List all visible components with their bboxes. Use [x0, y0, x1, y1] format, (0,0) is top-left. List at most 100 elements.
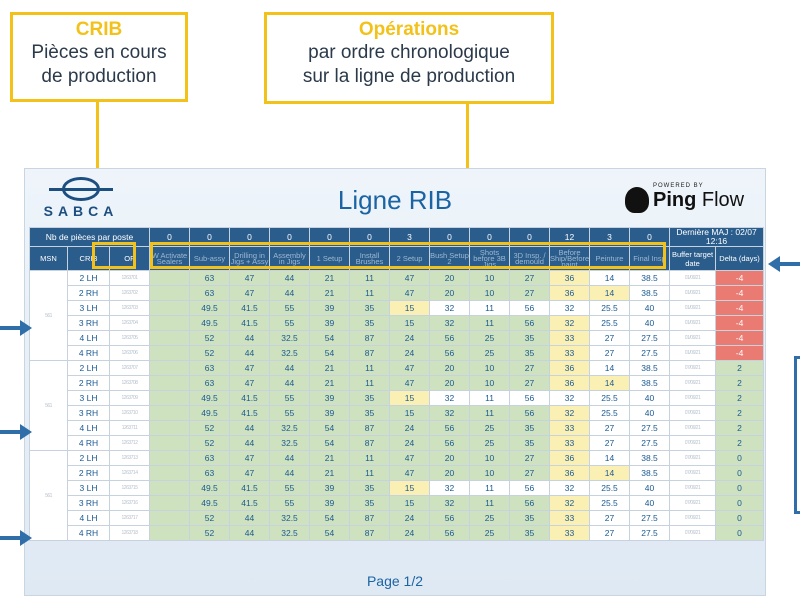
- operation-cell: 10: [469, 360, 511, 376]
- of-cell: 1263704: [108, 315, 151, 331]
- operation-cell: [149, 510, 191, 526]
- operation-cell: [149, 285, 191, 301]
- table-row: 561 2 LH 1263713 63 47 44 21 11 47 20 10 27 36 14 38.5…: [29, 450, 765, 541]
- operation-cell: 32.5: [269, 330, 311, 346]
- crib-cell: 2 RH: [67, 465, 110, 481]
- operation-cell: 41.5: [229, 495, 271, 511]
- operation-cell: 52: [189, 525, 231, 541]
- operation-cell: 32.5: [269, 510, 311, 526]
- of-cell: 1263718: [108, 525, 151, 541]
- operation-cell: [149, 495, 191, 511]
- table-row: 4 LH 1263705 52 44 32.5 54 87 24 56 25 35 33 27 27.5 0…: [30, 330, 765, 346]
- operation-cell: 33: [549, 510, 591, 526]
- operation-cell: 32.5: [269, 435, 311, 451]
- operation-cell: 63: [189, 465, 231, 481]
- operation-cell: 49.5: [189, 405, 231, 421]
- operation-cell: 38.5: [629, 450, 671, 466]
- operations-highlight: [150, 242, 666, 269]
- crib-cell: 2 LH: [67, 360, 110, 376]
- table-row: 2 RH 1263708 63 47 44 21 11 47 20 10 27 36 14 38.5 07/…: [30, 375, 765, 391]
- operation-cell: 15: [389, 315, 431, 331]
- buffer-date-cell: 01/06/21: [669, 270, 717, 286]
- production-table: Nb de pièces par poste 0 0 0 0 0 0 3 0 0…: [28, 227, 765, 541]
- buffer-date-cell: 01/06/21: [669, 315, 717, 331]
- of-cell: 1263701: [108, 270, 151, 286]
- operation-cell: 15: [389, 390, 431, 406]
- delta-cell: -4: [715, 315, 765, 331]
- operation-cell: 24: [389, 525, 431, 541]
- operation-cell: 24: [389, 510, 431, 526]
- operation-cell: 40: [629, 315, 671, 331]
- operation-cell: 32: [429, 480, 471, 496]
- operation-cell: 41.5: [229, 300, 271, 316]
- operation-cell: 14: [589, 360, 631, 376]
- operation-cell: 41.5: [229, 390, 271, 406]
- delta-cell: 0: [715, 450, 765, 466]
- crib-cell: 3 LH: [67, 390, 110, 406]
- delta-cell: 2: [715, 375, 765, 391]
- operation-cell: 63: [189, 360, 231, 376]
- operation-cell: 56: [509, 390, 551, 406]
- operation-cell: 47: [389, 360, 431, 376]
- operation-cell: 40: [629, 390, 671, 406]
- operation-cell: 27: [509, 465, 551, 481]
- last-update: Dernière MAJ : 02/07 12:16: [669, 227, 765, 247]
- buffer-date-cell: 07/06/21: [669, 405, 717, 421]
- operation-cell: 11: [349, 285, 391, 301]
- operation-cell: 47: [229, 375, 271, 391]
- operation-cell: 11: [349, 450, 391, 466]
- of-cell: 1263713: [108, 450, 151, 466]
- operation-cell: 44: [229, 525, 271, 541]
- delta-cell: -4: [715, 345, 765, 361]
- operation-cell: 63: [189, 285, 231, 301]
- operation-cell: 20: [429, 465, 471, 481]
- operation-cell: 21: [309, 285, 351, 301]
- operation-cell: [149, 360, 191, 376]
- operation-cell: 47: [229, 285, 271, 301]
- operation-cell: 56: [509, 405, 551, 421]
- operation-cell: 38.5: [629, 360, 671, 376]
- operation-cell: 49.5: [189, 300, 231, 316]
- operation-cell: 87: [349, 510, 391, 526]
- operation-cell: 15: [389, 405, 431, 421]
- delta-cell: 2: [715, 390, 765, 406]
- table-row: 3 RH 1263704 49.5 41.5 55 39 35 15 32 11 56 32 25.5 4…: [30, 315, 765, 331]
- operation-cell: 87: [349, 435, 391, 451]
- operation-cell: [149, 450, 191, 466]
- crib-cell: 3 LH: [67, 300, 110, 316]
- operation-cell: 14: [589, 270, 631, 286]
- operation-cell: 14: [589, 375, 631, 391]
- operation-cell: 36: [549, 285, 591, 301]
- operation-cell: 55: [269, 480, 311, 496]
- operation-cell: 27: [509, 375, 551, 391]
- operation-cell: [149, 390, 191, 406]
- delta-cell: 0: [715, 495, 765, 511]
- operation-cell: 35: [349, 390, 391, 406]
- sabca-emblem-icon: [49, 177, 113, 201]
- operation-cell: 35: [509, 525, 551, 541]
- of-cell: 1263703: [108, 300, 151, 316]
- operation-cell: 54: [309, 420, 351, 436]
- operation-cell: 32: [549, 495, 591, 511]
- operation-cell: 44: [229, 420, 271, 436]
- buffer-date-cell: 07/06/21: [669, 375, 717, 391]
- of-cell: 1263711: [108, 420, 151, 436]
- operation-cell: 39: [309, 480, 351, 496]
- table-row: 3 RH 1263716 49.5 41.5 55 39 35 15 32 11 56 32 25.5 4…: [30, 495, 765, 511]
- operation-cell: 35: [349, 315, 391, 331]
- operation-cell: 33: [549, 420, 591, 436]
- operation-cell: 32: [429, 300, 471, 316]
- crib-column-highlight: [92, 242, 136, 269]
- col-crib: CRIB: [67, 246, 110, 271]
- crib-cell: 3 RH: [67, 405, 110, 421]
- operation-cell: 35: [509, 420, 551, 436]
- crib-cell: 4 LH: [67, 330, 110, 346]
- crib-cell: 4 RH: [67, 345, 110, 361]
- group-arrow-icon: [0, 530, 32, 546]
- operation-cell: 87: [349, 345, 391, 361]
- operation-cell: 38.5: [629, 465, 671, 481]
- crib-cell: 4 RH: [67, 435, 110, 451]
- operation-cell: 15: [389, 480, 431, 496]
- callout-ops-line2: sur la ligne de production: [302, 66, 516, 87]
- delta-cell: 2: [715, 435, 765, 451]
